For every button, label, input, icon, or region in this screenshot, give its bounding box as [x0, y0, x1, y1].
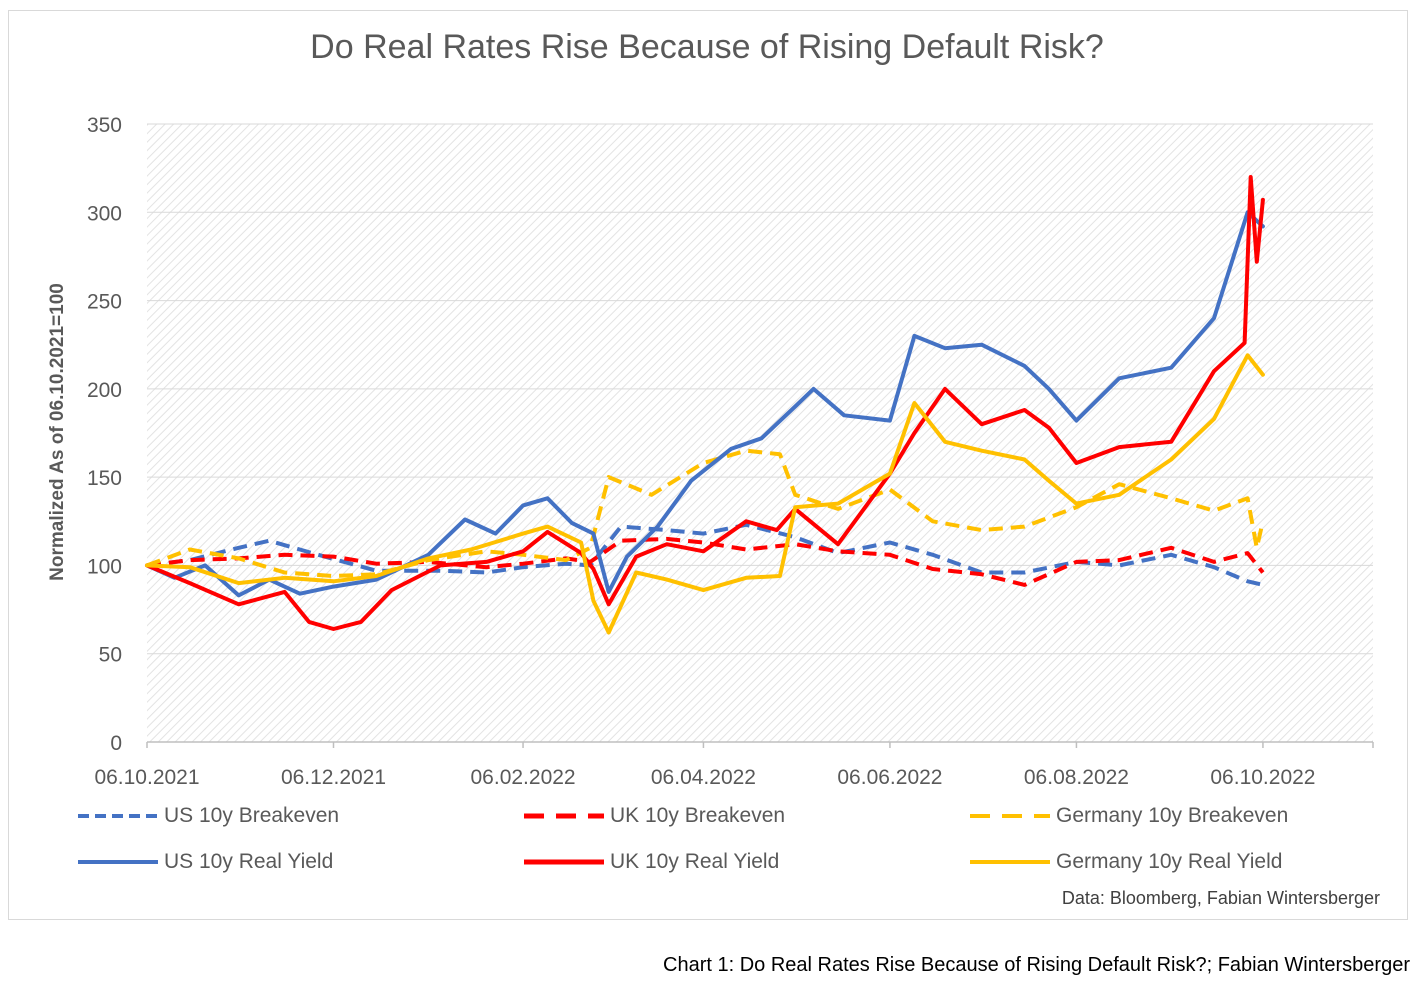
y-tick-label: 100: [87, 555, 122, 578]
chart-title: Do Real Rates Rise Because of Rising Def…: [310, 28, 1104, 66]
x-tick-label: 06.10.2022: [1210, 766, 1315, 789]
legend-label-uk-breakeven: UK 10y Breakeven: [610, 804, 786, 827]
x-tick-label: 06.08.2022: [1024, 766, 1129, 789]
legend-swatch-us-breakeven: [78, 814, 158, 818]
series-line-us-10y-real-yield: [145, 210, 1265, 598]
legend: US 10y Breakeven UK 10y Breakeven German…: [78, 800, 1398, 884]
legend-label-us-breakeven: US 10y Breakeven: [164, 804, 340, 827]
plot-area: [147, 124, 1373, 742]
x-tick-label: 06.10.2021: [94, 766, 199, 789]
legend-item-us-breakeven: US 10y Breakeven: [78, 804, 339, 828]
y-tick-label: 50: [99, 644, 122, 667]
legend-item-us-real-yield: US 10y Real Yield: [78, 850, 333, 874]
legend-item-uk-real-yield: UK 10y Real Yield: [524, 850, 779, 874]
x-tick-label: 06.06.2022: [837, 766, 942, 789]
legend-label-germany-real-yield: Germany 10y Real Yield: [1056, 850, 1283, 873]
legend-item-uk-breakeven: UK 10y Breakeven: [524, 804, 785, 828]
y-tick-label: 250: [87, 291, 122, 314]
legend-swatch-uk-real-yield: [524, 859, 604, 865]
series-line-germany-10y-real-yield: [145, 353, 1265, 635]
figure-caption: Chart 1: Do Real Rates Rise Because of R…: [663, 954, 1410, 976]
x-tick-label: 06.02.2022: [471, 766, 576, 789]
y-tick-label: 0: [110, 732, 122, 755]
series-line-germany-10y-breakeven: [146, 448, 1265, 578]
y-tick-label: 200: [87, 379, 122, 402]
legend-label-uk-real-yield: UK 10y Real Yield: [610, 850, 780, 873]
y-tick-label: 150: [87, 467, 122, 490]
y-tick-label: 350: [87, 114, 122, 137]
series-line-uk-10y-real-yield: [145, 175, 1265, 631]
legend-label-germany-breakeven: Germany 10y Breakeven: [1056, 804, 1289, 827]
x-tick-label: 06.04.2022: [651, 766, 756, 789]
legend-item-germany-real-yield: Germany 10y Real Yield: [970, 850, 1282, 874]
series-line-uk-10y-breakeven: [146, 536, 1265, 587]
legend-label-us-real-yield: US 10y Real Yield: [164, 850, 334, 873]
legend-swatch-germany-real-yield: [970, 860, 1050, 864]
x-tick-label: 06.12.2021: [281, 766, 386, 789]
source-note: Data: Bloomberg, Fabian Wintersberger: [1061, 888, 1380, 908]
series-line-us-10y-breakeven: [146, 522, 1264, 587]
legend-item-germany-breakeven: Germany 10y Breakeven: [970, 804, 1288, 828]
legend-swatch-germany-breakeven: [970, 814, 1050, 818]
legend-swatch-uk-breakeven: [524, 813, 604, 819]
y-tick-label: 300: [87, 202, 122, 225]
legend-swatch-us-real-yield: [78, 860, 158, 864]
